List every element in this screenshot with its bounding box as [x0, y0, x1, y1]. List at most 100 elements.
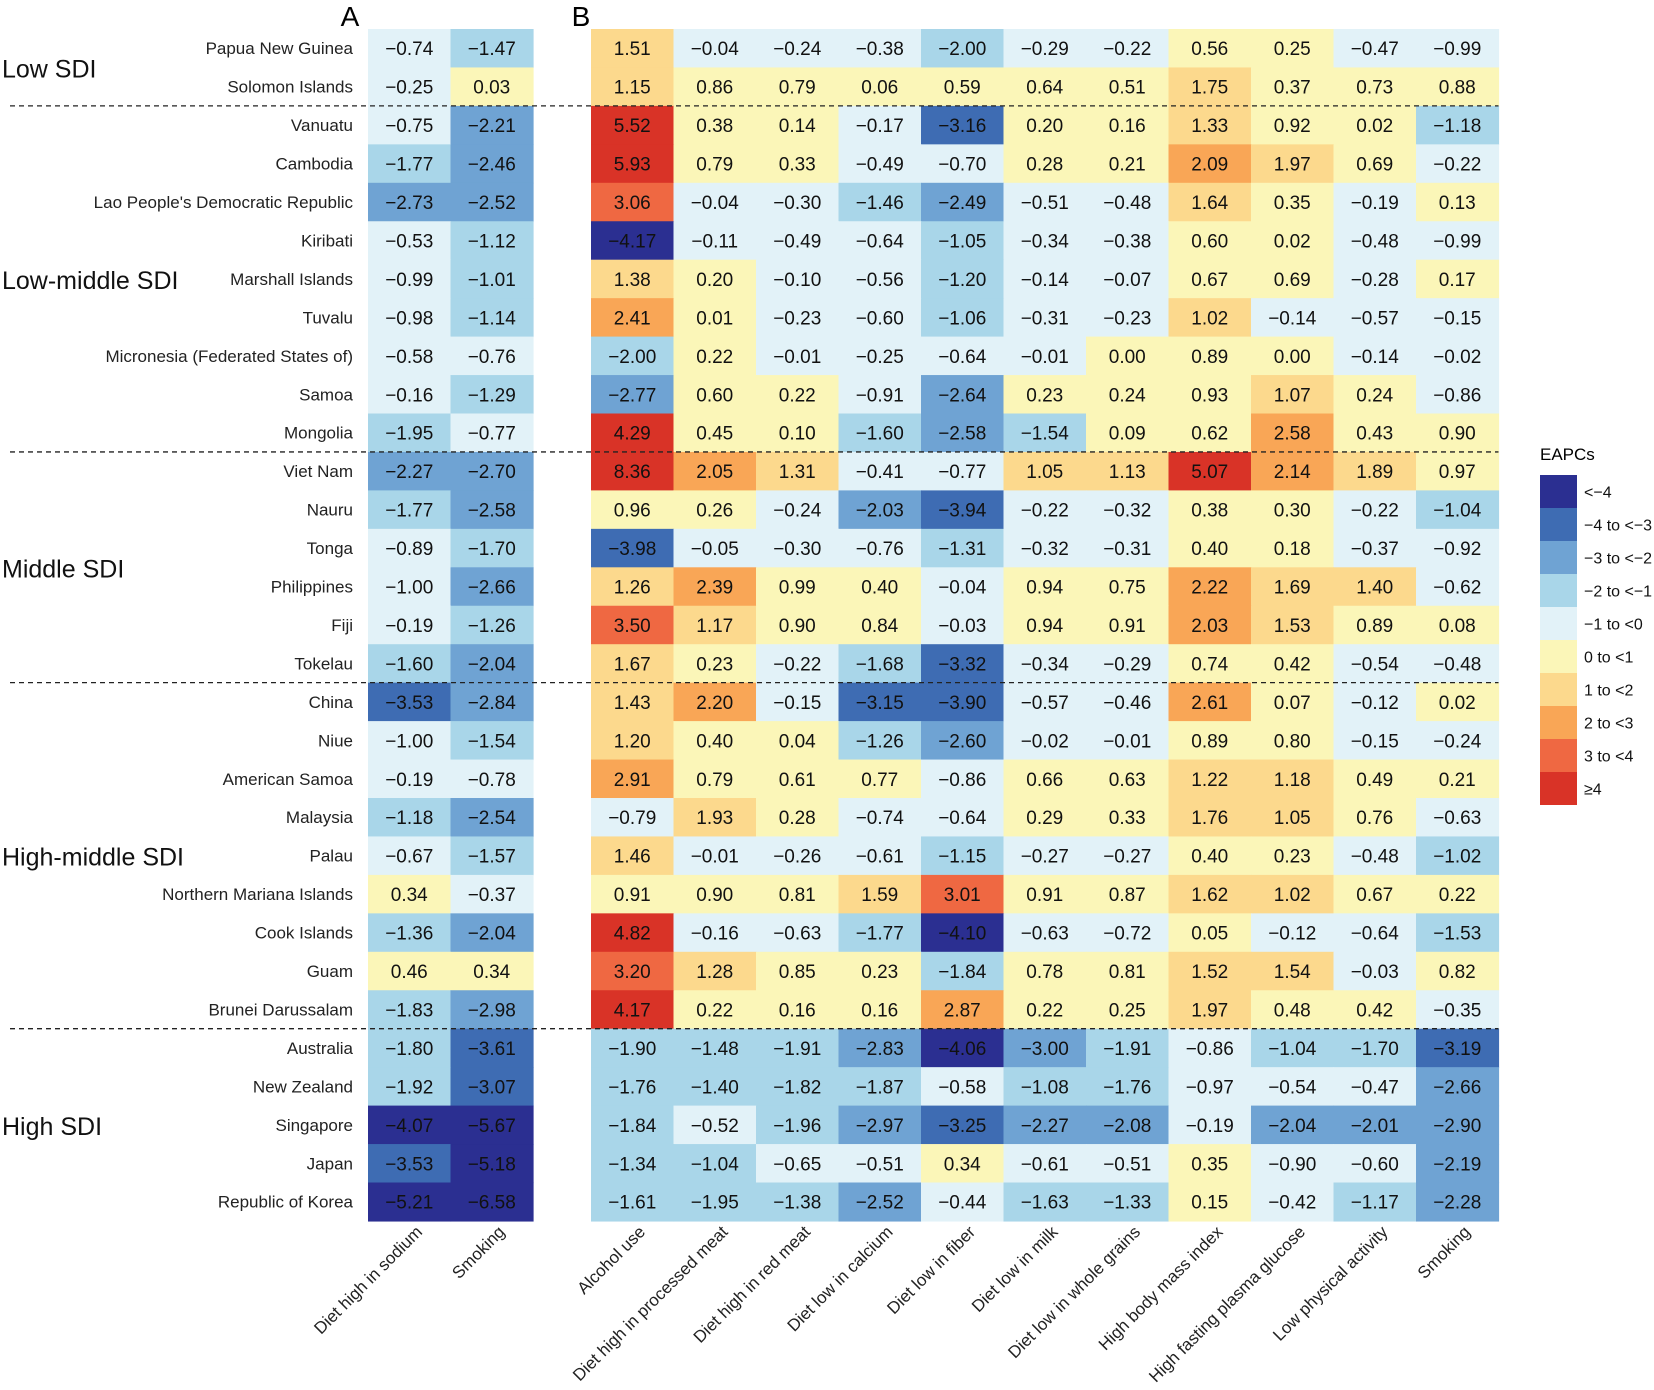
- panel-b-cell: [921, 798, 1005, 838]
- panel-b-cell: [1251, 1144, 1335, 1184]
- panel-b-cell: [756, 567, 840, 607]
- panel-b-cell: [1086, 874, 1170, 914]
- panel-a-cell-value: −1.77: [385, 155, 433, 176]
- panel-b-cell-value: 3.20: [614, 962, 651, 983]
- panel-b-cell-value: 1.93: [696, 808, 733, 829]
- panel-b-cell-value: 5.52: [614, 116, 651, 137]
- panel-b-cell: [1086, 144, 1170, 184]
- panel-b-cell: [838, 1028, 922, 1068]
- panel-a-cell-value: −0.67: [385, 847, 433, 868]
- panel-b-cell-value: 0.90: [1439, 424, 1476, 445]
- panel-b-cell-value: −0.60: [856, 308, 904, 329]
- panel-b-cell-value: 0.79: [779, 78, 816, 99]
- panel-a-cell-value: −2.73: [385, 193, 433, 214]
- panel-b-cell-value: 0.84: [861, 616, 898, 637]
- panel-a-cell-value: −1.95: [385, 424, 433, 445]
- panel-a-cell-value: −1.80: [385, 1039, 433, 1060]
- panel-b-cell: [921, 605, 1005, 645]
- panel-a-cell: [450, 375, 534, 415]
- panel-b-cell: [673, 759, 757, 799]
- panel-a-cell: [368, 682, 452, 722]
- panel-b-cell-value: −3.19: [1433, 1039, 1481, 1060]
- panel-b-cell-value: −0.24: [773, 501, 822, 522]
- panel-b-cell-value: 0.34: [944, 1154, 981, 1175]
- panel-b-cell-value: −2.00: [938, 39, 986, 60]
- panel-b-cell-value: −0.14: [1268, 308, 1317, 329]
- panel-a-cell: [450, 29, 534, 69]
- panel-a-cell: [450, 567, 534, 607]
- panel-b-cell: [1168, 182, 1252, 222]
- panel-b-cell-value: 0.20: [1026, 116, 1063, 137]
- panel-b-cell: [1003, 1182, 1087, 1222]
- panel-b-cell: [1416, 298, 1500, 338]
- panel-b-cell-value: −1.34: [608, 1154, 657, 1175]
- legend-label: 3 to <4: [1584, 749, 1633, 766]
- panel-b-cell: [1168, 413, 1252, 453]
- panel-b-cell: [1003, 1144, 1087, 1184]
- panel-b-cell-value: 0.26: [696, 501, 733, 522]
- panel-b-cell: [1333, 375, 1417, 415]
- panel-b-cell-value: 0.79: [696, 770, 733, 791]
- legend-label: 1 to <2: [1584, 683, 1633, 700]
- panel-b-cell: [673, 67, 757, 107]
- panel-b-cell-value: 1.76: [1191, 808, 1228, 829]
- panel-b-cell: [756, 759, 840, 799]
- panel-a-cell: [450, 1067, 534, 1107]
- panel-b-cell-value: 1.46: [614, 847, 651, 868]
- panel-b-cell: [838, 67, 922, 107]
- panel-a-cell: [450, 105, 534, 145]
- panel-b-cell: [1003, 605, 1087, 645]
- panel-b-cell-value: 1.05: [1026, 462, 1063, 483]
- panel-b-cell: [838, 759, 922, 799]
- panel-b-cell: [1333, 29, 1417, 69]
- panel-a-cell: [368, 1105, 452, 1145]
- panel-b-cell-value: −2.97: [856, 1116, 904, 1137]
- panel-b-cell: [591, 528, 675, 568]
- panel-b-cell: [1416, 375, 1500, 415]
- panel-a-cell-value: −1.18: [385, 808, 433, 829]
- panel-b-cell-value: −0.86: [1433, 385, 1481, 406]
- panel-b-cell: [756, 221, 840, 261]
- panel-b-cell-value: 0.80: [1274, 731, 1311, 752]
- panel-b-cell-value: 0.05: [1191, 924, 1228, 945]
- panel-b-cell: [1416, 413, 1500, 453]
- panel-b-cell-value: −0.97: [1186, 1077, 1234, 1098]
- panel-b-cell: [1168, 798, 1252, 838]
- panel-b-cell: [756, 144, 840, 184]
- panel-b-cell: [1416, 1182, 1500, 1222]
- panel-b-cell-value: 0.94: [1026, 616, 1063, 637]
- panel-b-cell-value: 0.90: [696, 885, 733, 906]
- panel-b-cell-value: −4.17: [608, 231, 656, 252]
- panel-b-cell-value: −2.52: [856, 1193, 904, 1214]
- panel-b-cell-value: 0.64: [1026, 78, 1063, 99]
- panel-b-cell: [1086, 721, 1170, 761]
- panel-b-cell: [1333, 182, 1417, 222]
- panel-b-cell: [1333, 951, 1417, 991]
- panel-b-cell-value: 0.69: [1274, 270, 1311, 291]
- panel-b-cell-value: −0.49: [773, 231, 821, 252]
- panel-b-cell: [1168, 567, 1252, 607]
- panel-b-cell-value: −0.14: [1351, 347, 1400, 368]
- panel-b-cell: [591, 682, 675, 722]
- country-label: Tuvalu: [303, 308, 353, 327]
- panel-b-cell-value: 0.77: [861, 770, 898, 791]
- panel-b-cell: [838, 298, 922, 338]
- panel-b-cell-value: 3.06: [614, 193, 651, 214]
- panel-b-cell: [756, 1028, 840, 1068]
- country-label: Vanuatu: [291, 116, 353, 135]
- panel-b-cell-value: −0.99: [1433, 231, 1481, 252]
- panel-b-cell-value: −0.79: [608, 808, 656, 829]
- panel-b-cell-value: 1.38: [614, 270, 651, 291]
- sdi-group-label: Low SDI: [2, 55, 96, 83]
- panel-b-cell: [756, 336, 840, 376]
- panel-b-cell-value: 3.01: [944, 885, 981, 906]
- panel-a-cell: [450, 144, 534, 184]
- panel-b-cell: [838, 605, 922, 645]
- panel-b-cell-value: 0.81: [779, 885, 816, 906]
- legend-swatch: [1540, 607, 1577, 640]
- panel-a-cell: [450, 221, 534, 261]
- panel-b-cell: [591, 990, 675, 1030]
- panel-b-cell-value: −0.27: [1021, 847, 1069, 868]
- panel-a-cell: [368, 29, 452, 69]
- panel-b-cell: [1086, 990, 1170, 1030]
